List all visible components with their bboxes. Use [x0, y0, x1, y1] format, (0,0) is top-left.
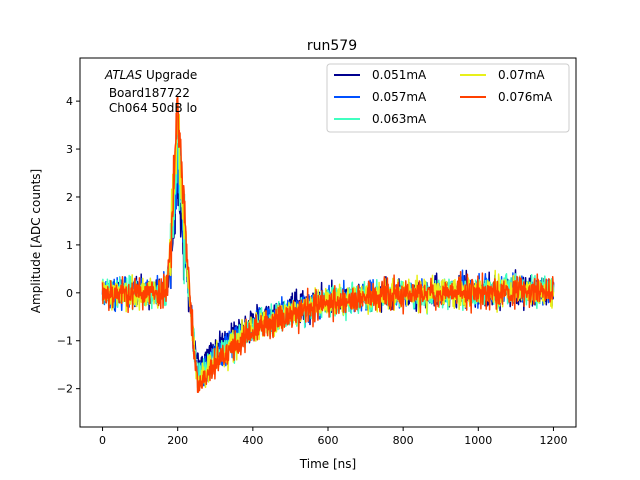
x-tick-label: 0: [99, 434, 106, 447]
x-tick-label: 1000: [464, 434, 492, 447]
svg-text:ATLAS Upgrade: ATLAS Upgrade: [104, 68, 197, 82]
x-tick-label: 600: [318, 434, 339, 447]
waveform-traces: [101, 96, 555, 394]
legend-label: 0.051mA: [372, 68, 427, 82]
x-tick-label: 400: [242, 434, 263, 447]
upgrade-label: Upgrade: [142, 68, 197, 82]
legend: 0.051mA 0.057mA 0.063mA 0.07mA 0.076mA: [326, 63, 570, 133]
legend-label: 0.07mA: [498, 68, 545, 82]
y-tick-label: 4: [66, 95, 73, 108]
y-tick-label: 0: [66, 287, 73, 300]
y-tick-label: 3: [66, 143, 73, 156]
x-tick-label: 1200: [539, 434, 567, 447]
x-tick-label: 800: [393, 434, 414, 447]
series-line-0.076mA: [101, 96, 555, 394]
legend-box: [326, 63, 570, 133]
legend-label: 0.076mA: [498, 90, 553, 104]
y-axis-ticks: −2 −1 0 1 2 3 4: [57, 95, 80, 396]
x-axis-ticks: 0 200 400 600 800 1000 1200: [99, 427, 567, 447]
y-tick-label: 1: [66, 239, 73, 252]
y-axis-label: Amplitude [ADC counts]: [29, 169, 43, 313]
x-tick-label: 200: [167, 434, 188, 447]
legend-label: 0.057mA: [372, 90, 427, 104]
y-tick-label: −1: [57, 335, 73, 348]
atlas-label: ATLAS: [104, 68, 143, 82]
y-tick-label: 2: [66, 191, 73, 204]
chart-title: run579: [307, 38, 357, 54]
atlas-annotation: ATLAS Upgrade Board187722 Ch064 50dB lo: [104, 68, 197, 115]
channel-label: Ch064 50dB lo: [105, 101, 197, 115]
x-axis-label: Time [ns]: [299, 457, 356, 471]
legend-label: 0.063mA: [372, 112, 427, 126]
y-tick-label: −2: [57, 383, 73, 396]
board-label: Board187722: [105, 86, 190, 100]
